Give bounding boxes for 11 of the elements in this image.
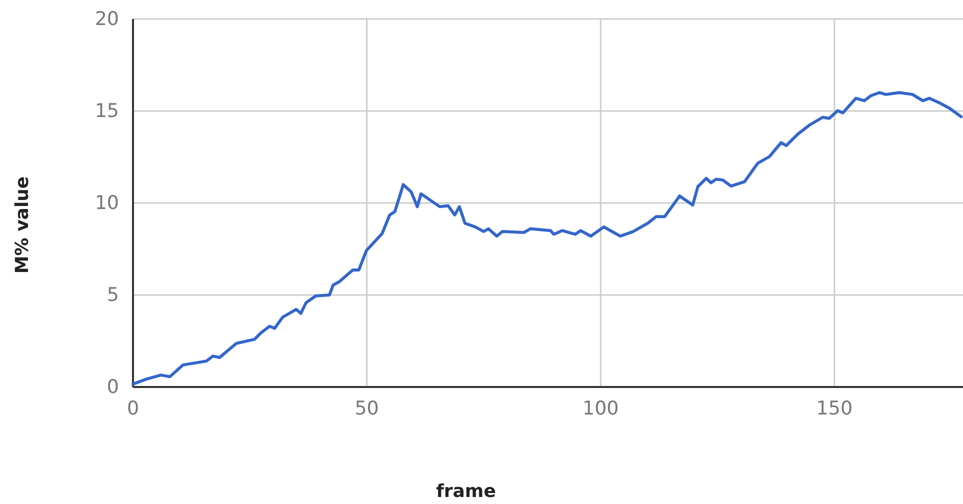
x-tick-label: 100 (582, 397, 619, 420)
y-tick-label: 15 (94, 100, 119, 122)
x-tick-label: 50 (354, 397, 379, 420)
y-tick-label: 5 (106, 284, 119, 306)
y-tick-label: 0 (106, 376, 119, 398)
y-tick-label: 20 (94, 8, 119, 30)
y-tick-label: 10 (94, 192, 119, 214)
x-tick-label: 150 (816, 397, 853, 420)
x-axis-title: frame (436, 481, 496, 502)
y-axis-title: M% value (12, 176, 33, 274)
x-tick-label: 0 (126, 397, 140, 420)
